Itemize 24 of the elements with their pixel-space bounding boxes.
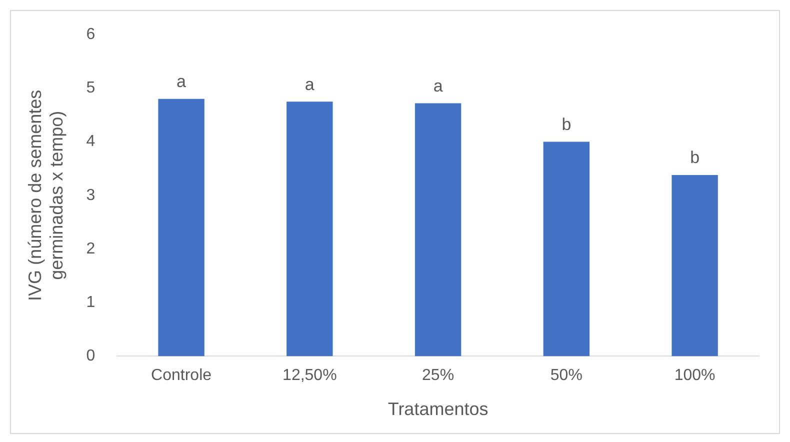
y-tick-label: 2 xyxy=(86,240,96,258)
annotation: a xyxy=(176,72,187,92)
y-tick-label: 1 xyxy=(86,294,96,312)
y-tick-label: 3 xyxy=(86,186,96,204)
bar xyxy=(672,175,718,356)
annotation: b xyxy=(562,114,572,134)
annotation: a xyxy=(304,74,315,94)
y-tick-label: 0 xyxy=(86,348,96,365)
bar xyxy=(543,142,590,356)
x-tick-label: 25% xyxy=(422,367,454,384)
y-tick-label: 6 xyxy=(86,26,96,44)
annotation: a xyxy=(433,76,444,96)
bar xyxy=(158,98,204,356)
y-axis-title: IVG (número de sementes germinadas x tempo) xyxy=(24,90,66,301)
x-tick-label: 100% xyxy=(674,367,716,384)
x-axis-title: Tratamentos xyxy=(388,399,488,420)
x-tick-label: Controle xyxy=(151,367,212,384)
bar xyxy=(286,102,333,356)
x-tick-label: 50% xyxy=(550,367,582,384)
y-tick-label: 5 xyxy=(86,80,96,97)
y-tick-label: 4 xyxy=(86,133,96,150)
annotation: b xyxy=(690,148,700,168)
x-tick-label: 12,50% xyxy=(282,367,337,384)
bar xyxy=(414,103,462,356)
